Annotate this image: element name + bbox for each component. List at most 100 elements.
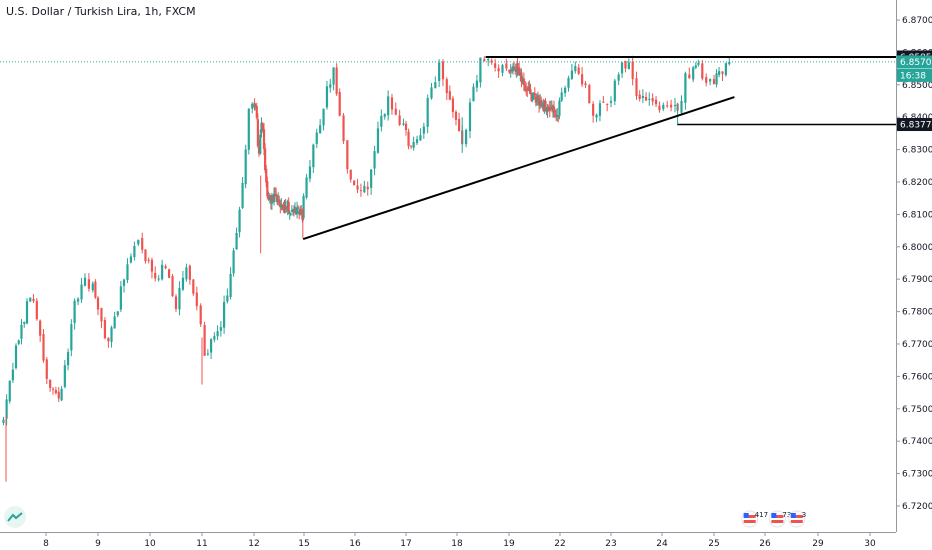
candle-body bbox=[276, 195, 279, 202]
candle bbox=[126, 258, 129, 283]
candle-body bbox=[5, 399, 8, 419]
candle-body bbox=[315, 132, 318, 144]
candle-body bbox=[185, 267, 188, 280]
candle bbox=[410, 145, 413, 149]
candle-body bbox=[129, 256, 133, 263]
flag-stripe bbox=[790, 515, 803, 518]
candle bbox=[715, 69, 718, 88]
x-tick-label: 29 bbox=[812, 539, 824, 549]
candle bbox=[692, 66, 695, 83]
candle-body bbox=[87, 279, 90, 289]
economic-event-marker[interactable]: 417 bbox=[741, 510, 768, 528]
candle bbox=[203, 321, 206, 356]
candle-body bbox=[670, 104, 673, 108]
candle-body bbox=[219, 327, 222, 331]
candle bbox=[216, 325, 219, 341]
candle bbox=[20, 319, 23, 345]
candle bbox=[609, 96, 613, 108]
candle bbox=[289, 212, 292, 217]
candle-body bbox=[540, 99, 543, 107]
candle bbox=[635, 71, 638, 100]
candle bbox=[666, 100, 669, 108]
candle bbox=[96, 296, 100, 316]
candle bbox=[448, 85, 451, 101]
candle bbox=[728, 56, 731, 66]
candle bbox=[235, 227, 238, 250]
candle-body bbox=[100, 308, 103, 322]
candle-body bbox=[709, 79, 712, 82]
candle bbox=[472, 83, 475, 102]
candle bbox=[219, 321, 222, 337]
candle-body bbox=[694, 65, 697, 68]
candle-body bbox=[648, 98, 651, 100]
candle-body bbox=[164, 266, 167, 269]
candle bbox=[2, 416, 5, 426]
candle bbox=[712, 74, 716, 85]
candle bbox=[67, 348, 70, 371]
candle-body bbox=[70, 324, 73, 351]
price-label[interactable]: 6.85706 bbox=[897, 55, 932, 69]
x-tick-label: 10 bbox=[144, 539, 156, 549]
candle-body bbox=[402, 123, 405, 125]
candle bbox=[445, 77, 448, 101]
candle bbox=[546, 103, 549, 118]
candle-body bbox=[356, 185, 359, 190]
candle bbox=[380, 109, 383, 132]
candle-body bbox=[147, 259, 150, 261]
x-tick-label: 24 bbox=[656, 539, 668, 549]
candle-body bbox=[434, 82, 437, 89]
candle bbox=[638, 90, 641, 102]
candle-body bbox=[133, 245, 136, 258]
price-label[interactable]: 16:38 bbox=[897, 68, 932, 82]
candle-body bbox=[529, 89, 532, 94]
candle-body bbox=[553, 111, 557, 113]
candle-body bbox=[697, 62, 700, 65]
candle bbox=[430, 83, 433, 100]
candle bbox=[584, 80, 587, 89]
candle-body bbox=[521, 80, 524, 83]
y-tick-label: 6.82000 bbox=[902, 178, 932, 188]
candle bbox=[157, 275, 160, 282]
candle bbox=[244, 144, 247, 189]
candle bbox=[556, 108, 559, 122]
candle bbox=[553, 109, 557, 118]
candle bbox=[213, 332, 216, 343]
candle-body bbox=[383, 114, 386, 117]
candle bbox=[262, 122, 266, 156]
candle bbox=[658, 101, 661, 113]
candle-body bbox=[511, 66, 515, 72]
candle bbox=[558, 97, 561, 120]
candle-body bbox=[266, 181, 269, 197]
candle-body bbox=[638, 94, 641, 100]
candle bbox=[394, 102, 397, 116]
candle-body bbox=[210, 339, 213, 353]
candle bbox=[181, 270, 185, 292]
x-tick-label: 15 bbox=[298, 539, 309, 549]
candle-body bbox=[199, 305, 202, 325]
candle-body bbox=[602, 101, 605, 103]
tradingview-logo-icon bbox=[4, 506, 26, 528]
ascending-trendline[interactable] bbox=[302, 96, 735, 240]
candle-body bbox=[54, 390, 57, 394]
candle bbox=[404, 120, 408, 136]
y-tick-label: 6.78000 bbox=[902, 308, 932, 318]
candle-body bbox=[631, 61, 634, 80]
economic-event-marker[interactable]: 73 bbox=[768, 510, 791, 528]
candle bbox=[76, 297, 80, 306]
candle bbox=[223, 295, 226, 334]
candle-body bbox=[570, 70, 573, 79]
candle bbox=[229, 267, 232, 300]
candle bbox=[226, 288, 229, 304]
candle-body bbox=[606, 103, 609, 105]
candle-body bbox=[213, 336, 216, 340]
candle bbox=[325, 80, 329, 110]
economic-event-marker[interactable]: 3 bbox=[788, 510, 806, 528]
candle-body bbox=[76, 298, 80, 302]
candle-body bbox=[483, 59, 486, 62]
candle-body bbox=[289, 213, 292, 215]
candle-body bbox=[644, 96, 648, 101]
candle bbox=[366, 181, 369, 196]
